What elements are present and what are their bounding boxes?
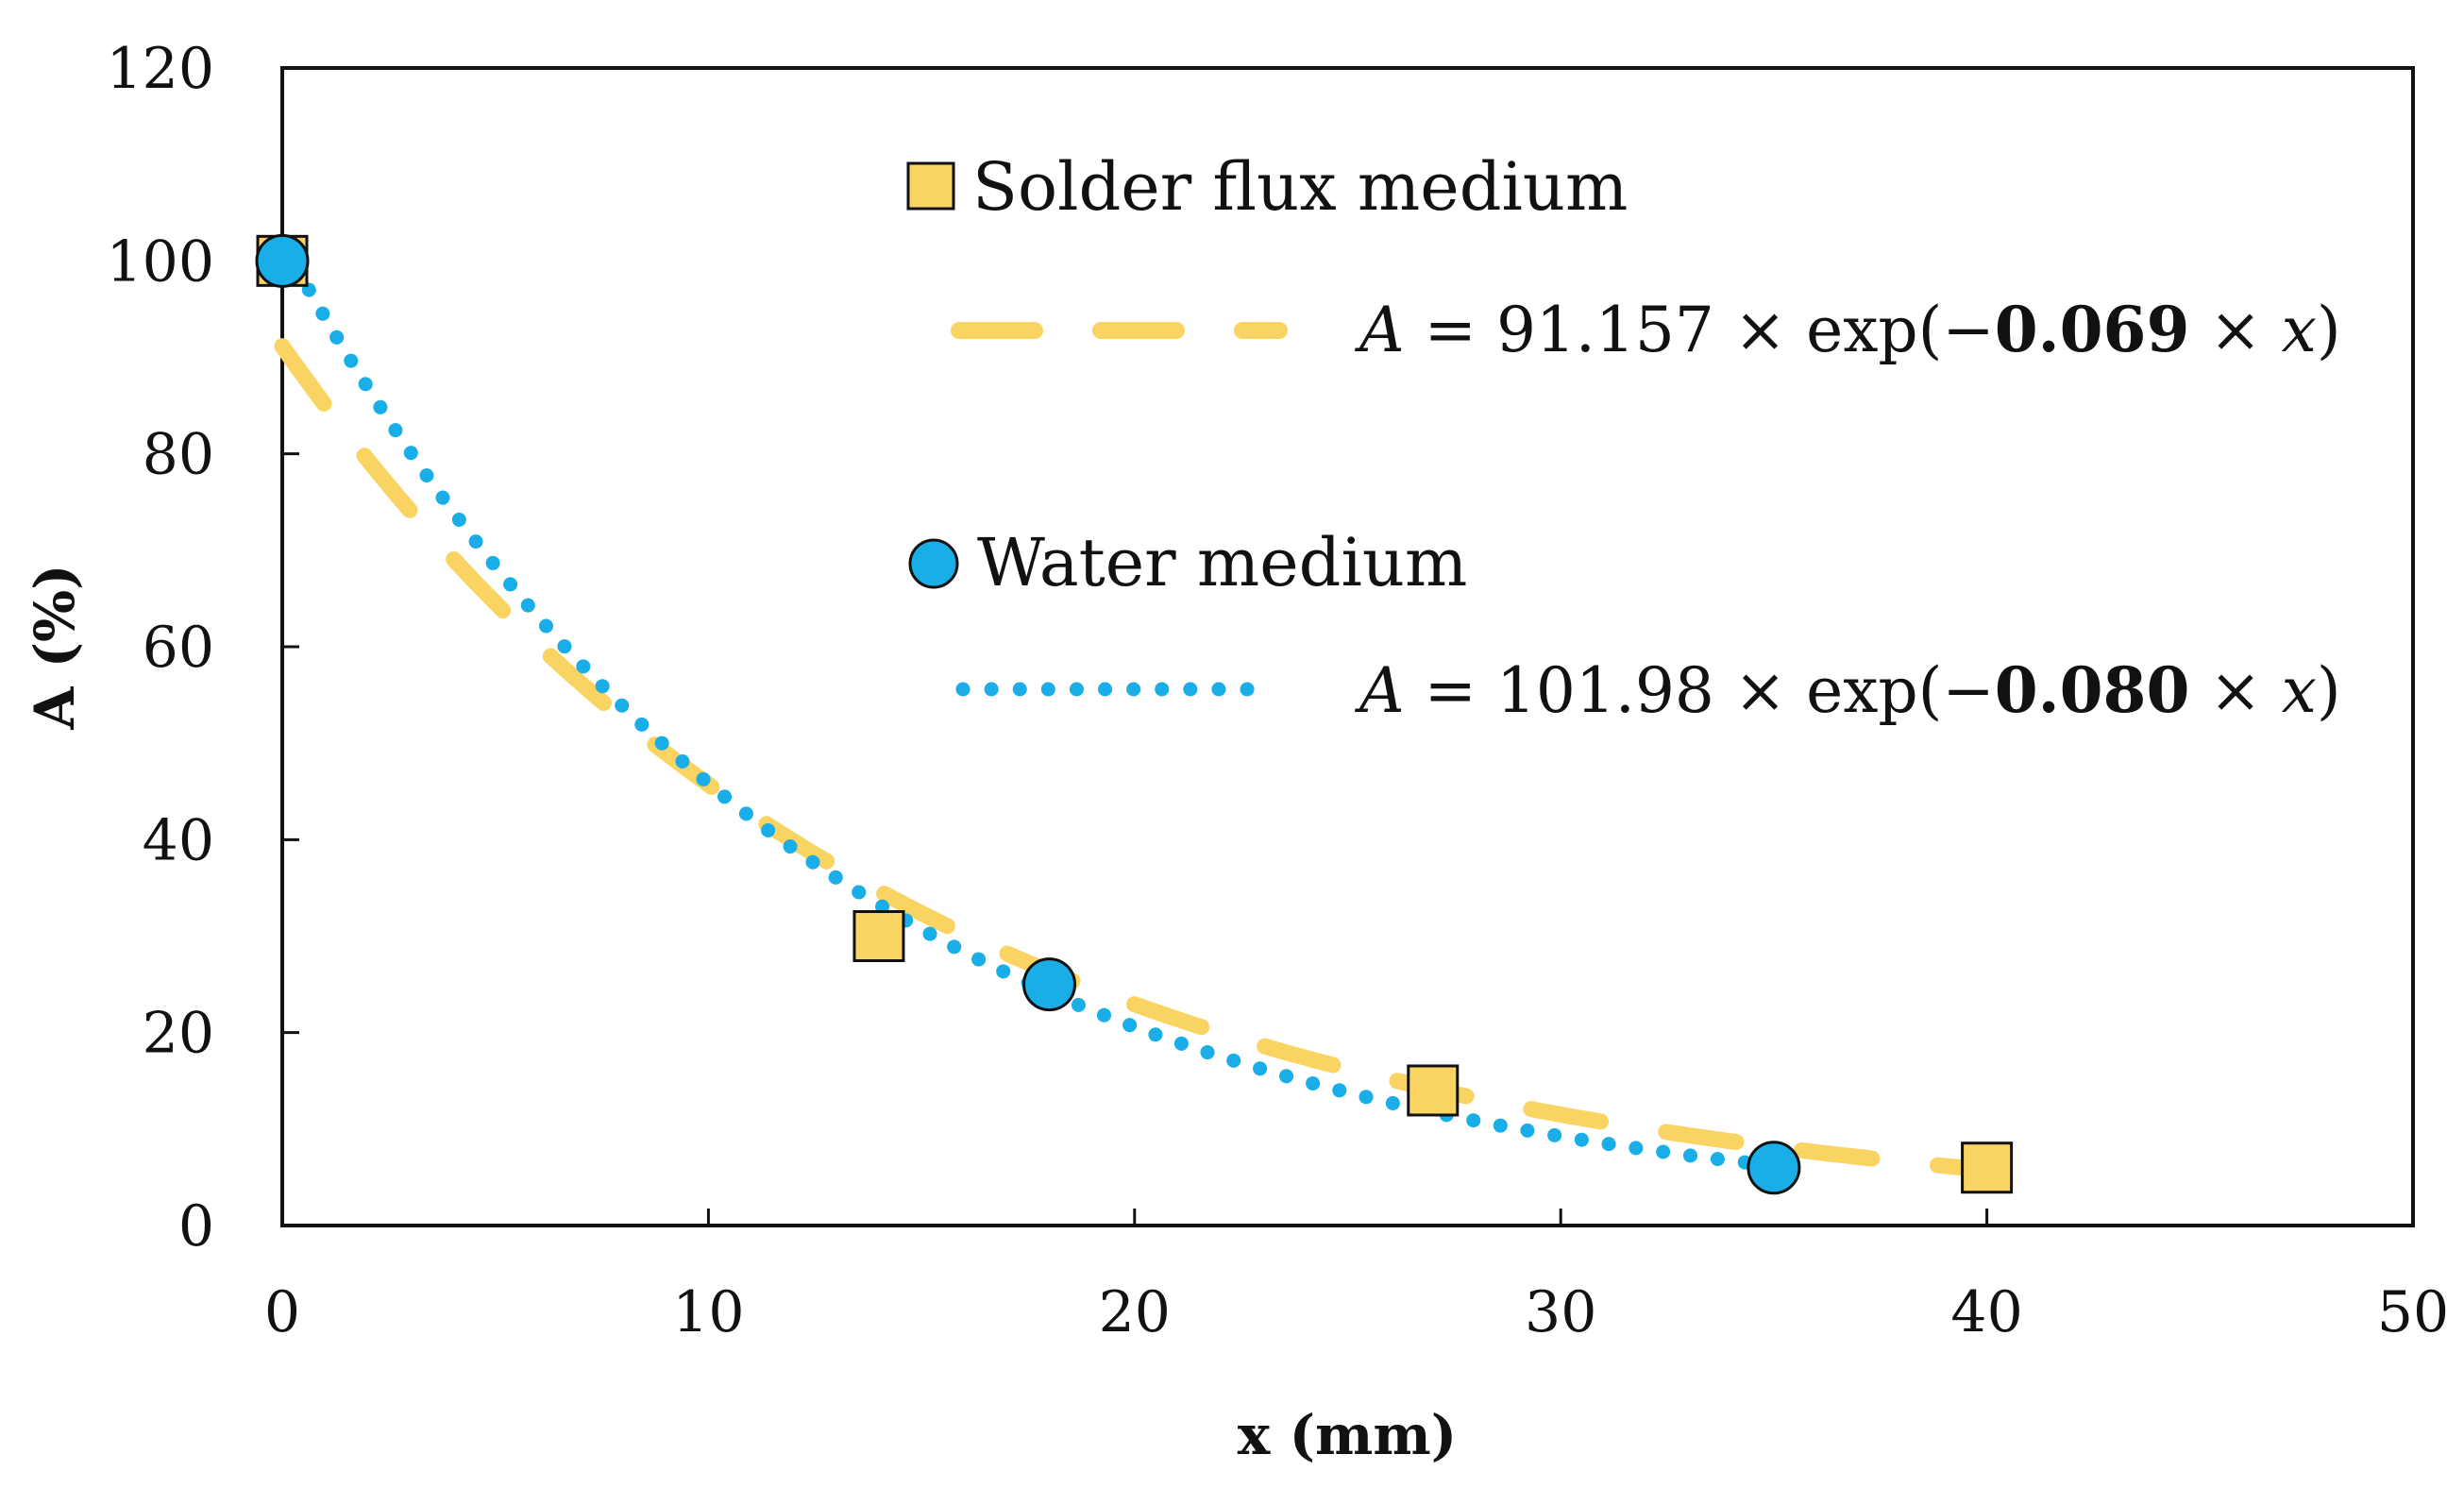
data-point-solder bbox=[852, 910, 905, 962]
x-axis-title: x (mm) bbox=[1238, 1403, 1457, 1467]
y-tick-label: 20 bbox=[143, 1001, 214, 1067]
y-tick-label: 120 bbox=[106, 36, 214, 102]
x-tick-label: 20 bbox=[1099, 1279, 1171, 1345]
data-markers bbox=[255, 233, 2014, 1195]
data-point-water bbox=[255, 233, 310, 288]
fit-curve-solder bbox=[274, 338, 1996, 1178]
axis-ticks: 0 10 20 30 40 50 0 20 40 60 80 100 120 bbox=[106, 36, 2449, 1345]
legend-label-water: Water medium bbox=[977, 524, 1467, 601]
y-tick-label: 80 bbox=[143, 422, 214, 488]
legend: Solder flux medium A = 91.157 × exp(−0.0… bbox=[906, 148, 2341, 727]
plot-frame bbox=[280, 66, 2415, 1227]
equation-water: A = 101.98 × exp(−0.080 × x) bbox=[1354, 653, 2341, 727]
equation-solder: A = 91.157 × exp(−0.069 × x) bbox=[1354, 293, 2341, 366]
legend-label-solder: Solder flux medium bbox=[972, 148, 1628, 226]
y-axis-title: A (%) bbox=[23, 564, 87, 730]
y-tick-label: 40 bbox=[143, 807, 214, 873]
data-point-water bbox=[1022, 957, 1077, 1012]
x-tick-label: 10 bbox=[672, 1279, 744, 1345]
y-tick-label: 0 bbox=[178, 1193, 214, 1260]
y-tick-label: 60 bbox=[143, 615, 214, 681]
legend-marker-water bbox=[908, 538, 959, 589]
data-point-solder bbox=[1961, 1141, 2014, 1194]
y-tick-label: 100 bbox=[106, 228, 214, 295]
x-tick-label: 50 bbox=[2377, 1279, 2449, 1345]
data-point-solder bbox=[1407, 1064, 1460, 1117]
data-point-water bbox=[1747, 1141, 1801, 1195]
legend-marker-solder bbox=[906, 161, 955, 211]
x-tick-label: 0 bbox=[264, 1279, 300, 1345]
x-tick-label: 30 bbox=[1525, 1279, 1596, 1345]
x-tick-label: 40 bbox=[1950, 1279, 2022, 1345]
